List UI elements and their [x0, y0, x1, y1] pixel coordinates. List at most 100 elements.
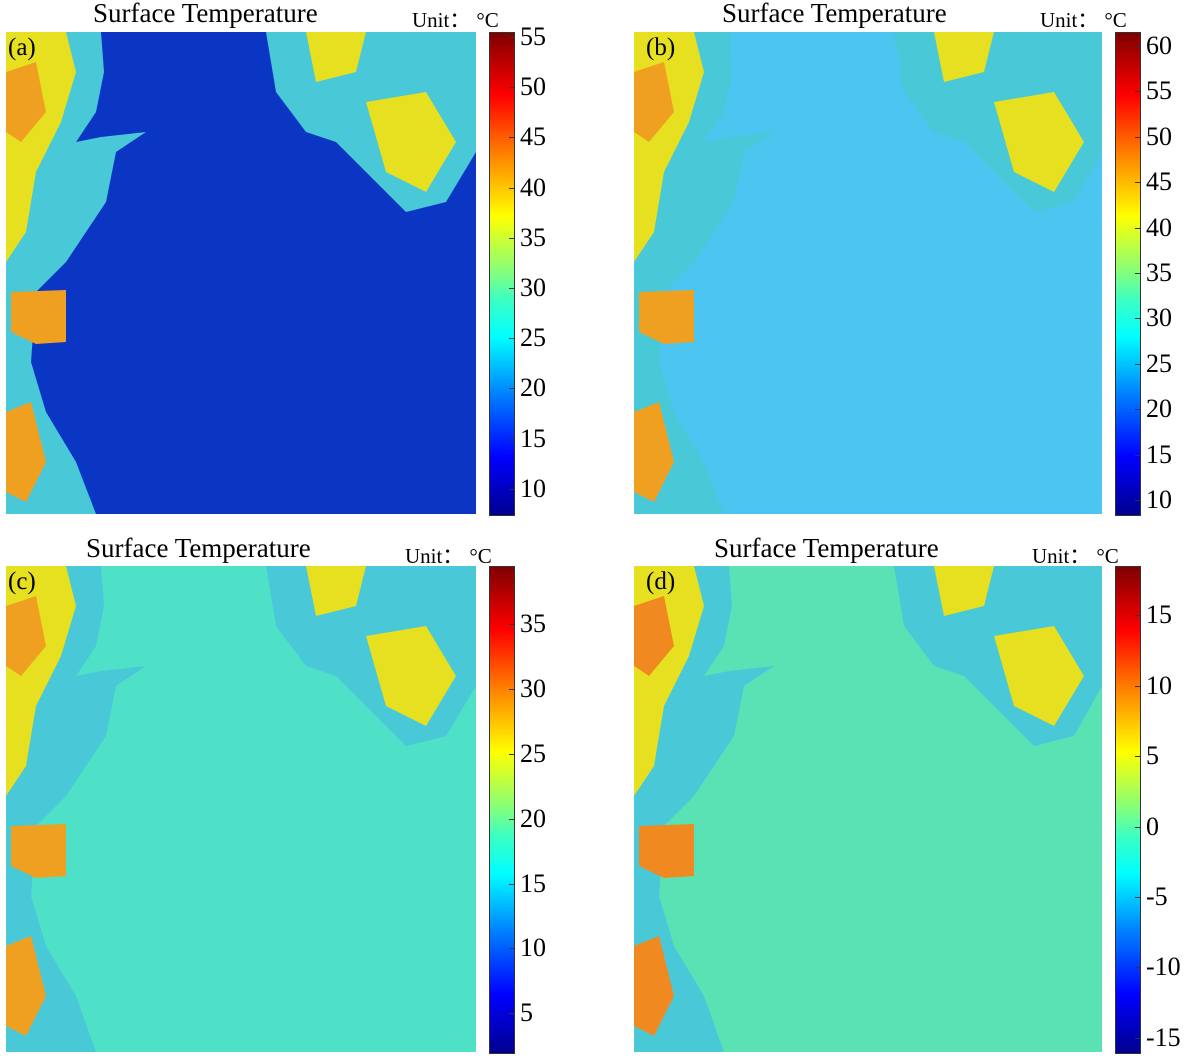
unit-symbol: °C — [1104, 8, 1127, 32]
unit-label-text: Unit： — [405, 544, 464, 568]
heatmap-panel-c: (c) — [6, 566, 476, 1052]
colorbar-tick-label: 5 — [1146, 741, 1159, 771]
colorbar-tick-label: 35 — [1146, 258, 1172, 287]
panel-label: (c) — [8, 568, 36, 595]
colorbar-tick-mark — [509, 87, 514, 89]
colorbar-tick-label: 25 — [1146, 348, 1172, 378]
land-west-hot — [6, 596, 46, 676]
land-southwest-hot — [6, 936, 46, 1036]
land-southwest-hot — [634, 936, 674, 1036]
colorbar-b — [1115, 32, 1141, 516]
land-northeast-warm — [994, 626, 1084, 726]
colorbar-tick-mark — [509, 37, 514, 39]
colorbar-tick-label: 30 — [520, 273, 546, 303]
unit-symbol: °C — [1096, 544, 1119, 568]
colorbar-tick-mark — [1135, 756, 1140, 758]
colorbar-tick-mark — [509, 753, 514, 755]
land-northeast-warm — [994, 92, 1084, 192]
unit-symbol: °C — [469, 544, 492, 568]
heatmap-svg-c — [6, 566, 476, 1052]
colorbar-tick-label: 40 — [520, 172, 546, 202]
land-pier-hot — [11, 824, 66, 878]
colorbar-tick-label: 50 — [1146, 121, 1172, 151]
colorbar-tick-mark — [509, 187, 514, 189]
colorbar-tick-label: 5 — [520, 998, 533, 1028]
colorbar-tick-mark — [509, 288, 514, 290]
heatmap-panel-d: (d) — [634, 566, 1102, 1052]
colorbar-tick-mark — [1135, 136, 1140, 138]
panel-title: Surface Temperature — [722, 0, 947, 28]
unit-label-text: Unit： — [412, 8, 471, 32]
panel-label: (a) — [8, 34, 36, 61]
unit-label: Unit： °C — [405, 540, 492, 570]
colorbar-tick-mark — [1135, 615, 1140, 617]
colorbar-tick-mark — [1135, 45, 1140, 47]
colorbar-tick-mark — [509, 488, 514, 490]
heatmap-svg-d — [634, 566, 1102, 1052]
colorbar-tick-label: 20 — [1146, 394, 1172, 424]
colorbar-tick-label: 15 — [520, 868, 546, 898]
colorbar-tick-mark — [1135, 500, 1140, 502]
heatmap-svg-a — [6, 32, 476, 514]
colorbar-tick-label: 25 — [520, 738, 546, 768]
colorbar-tick-mark — [509, 624, 514, 626]
colorbar-tick-mark — [1135, 826, 1140, 828]
colorbar-tick-mark — [509, 818, 514, 820]
colorbar-tick-label: 10 — [1146, 485, 1172, 515]
land-pier-hot — [11, 290, 66, 344]
colorbar-tick-label: 55 — [1146, 76, 1172, 106]
colorbar-tick-label: 30 — [520, 674, 546, 704]
colorbar-tick-label: 55 — [520, 22, 546, 52]
colorbar-tick-label: 20 — [520, 803, 546, 833]
heatmap-panel-b: (b) — [634, 32, 1102, 514]
panel-title: Surface Temperature — [93, 0, 318, 28]
heatmap-panel-a: (a) — [6, 32, 476, 514]
panel-title: Surface Temperature — [714, 533, 939, 563]
colorbar-tick-mark — [1135, 409, 1140, 411]
colorbar-tick-mark — [1135, 1037, 1140, 1039]
colorbar-tick-label: 25 — [520, 323, 546, 353]
colorbar-tick-mark — [509, 338, 514, 340]
colorbar-tick-label: -5 — [1146, 882, 1168, 912]
colorbar-tick-label: 35 — [520, 222, 546, 252]
colorbar-tick-mark — [1135, 967, 1140, 969]
colorbar-tick-label: -15 — [1146, 1022, 1181, 1052]
unit-label-text: Unit： — [1040, 8, 1099, 32]
panel-label: (d) — [646, 568, 676, 595]
colorbar-tick-label: 15 — [1146, 600, 1172, 630]
colorbar-tick-mark — [1135, 91, 1140, 93]
unit-label-text: Unit： — [1032, 544, 1091, 568]
colorbar-tick-label: 20 — [520, 373, 546, 403]
colorbar-tick-mark — [509, 689, 514, 691]
colorbar-tick-label: 0 — [1146, 811, 1159, 841]
colorbar-d — [1115, 566, 1141, 1054]
colorbar-tick-label: 15 — [1146, 439, 1172, 469]
land-west-hot — [634, 62, 674, 142]
colorbar-tick-label: 10 — [520, 933, 546, 963]
colorbar-tick-mark — [509, 388, 514, 390]
unit-label: Unit： °C — [412, 4, 499, 34]
colorbar-c — [489, 566, 515, 1054]
colorbar-tick-label: 45 — [1146, 167, 1172, 197]
land-north-warm — [934, 32, 994, 82]
land-west-hot — [6, 62, 46, 142]
land-north-warm — [934, 566, 994, 616]
colorbar-tick-label: -10 — [1146, 952, 1181, 982]
land-southwest-hot — [634, 402, 674, 502]
heatmap-svg-b — [634, 32, 1102, 514]
colorbar-tick-mark — [509, 438, 514, 440]
colorbar-tick-mark — [1135, 685, 1140, 687]
colorbar-a — [489, 32, 515, 516]
land-west-hot — [634, 596, 674, 676]
land-southwest-hot — [6, 402, 46, 502]
colorbar-tick-mark — [509, 137, 514, 139]
panel-title: Surface Temperature — [86, 533, 311, 563]
colorbar-tick-label: 60 — [1146, 30, 1172, 60]
land-northeast-warm — [366, 92, 456, 192]
unit-symbol: °C — [476, 8, 499, 32]
land-northeast-warm — [366, 626, 456, 726]
colorbar-tick-label: 45 — [520, 122, 546, 152]
colorbar-tick-label: 40 — [1146, 212, 1172, 242]
colorbar-tick-mark — [1135, 182, 1140, 184]
colorbar-tick-label: 50 — [520, 72, 546, 102]
